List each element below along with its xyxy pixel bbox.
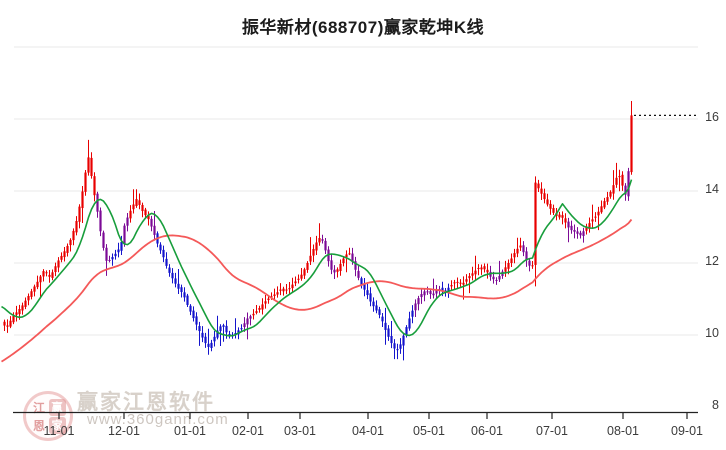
- gridlines: [14, 46, 698, 336]
- y-tick-label: 14: [705, 182, 719, 196]
- seal-char: 恩: [32, 418, 45, 433]
- y-axis-labels: 16 14 12 10 8: [705, 110, 719, 412]
- watermark-seal-characters: 江 赢 恩 家: [31, 398, 66, 434]
- watermark-url-text: www.360gann.com: [87, 411, 229, 428]
- x-axis: 11-01 12-01 01-01 02-01 03-01 04-01 05-01 06-01…: [13, 411, 703, 438]
- watermark-seal-icon: 江 赢 恩 家: [23, 391, 73, 441]
- y-tick-label: 8: [712, 398, 719, 412]
- x-tick-label: 06-01: [471, 424, 503, 438]
- x-tick-label: 03-01: [284, 424, 316, 438]
- y-tick-label: 16: [705, 110, 719, 124]
- page-title: 振华新材(688707)赢家乾坤K线: [241, 18, 485, 37]
- x-tick-label: 01-01: [174, 424, 206, 438]
- x-tick-label: 04-01: [352, 424, 384, 438]
- seal-char: 赢: [48, 398, 66, 416]
- y-tick-label: 10: [705, 326, 719, 340]
- x-tick-label: 05-01: [413, 424, 445, 438]
- moving-average-lines: [1, 179, 633, 363]
- x-tick-label: 02-01: [232, 424, 264, 438]
- watermark-brand-text: 赢家江恩软件: [77, 391, 215, 414]
- x-tick-label: 09-01: [671, 424, 703, 438]
- seal-char: 江: [32, 400, 45, 415]
- seal-char: 家: [48, 416, 66, 434]
- x-tick-label: 08-01: [607, 424, 639, 438]
- x-tick-label: 12-01: [108, 424, 140, 438]
- x-tick-label: 07-01: [536, 424, 568, 438]
- candlestick-series: [3, 101, 633, 361]
- y-tick-label: 12: [705, 254, 719, 268]
- x-tick-label: 11-01: [43, 424, 74, 438]
